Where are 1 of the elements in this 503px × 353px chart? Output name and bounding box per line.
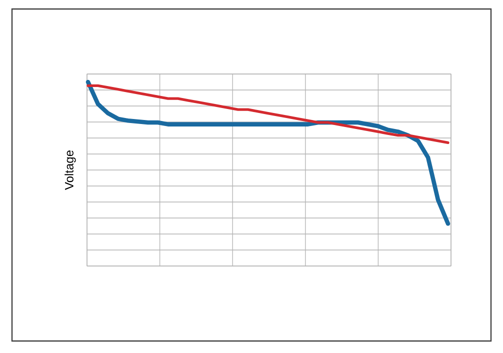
- y-axis-title: Voltage: [64, 150, 76, 190]
